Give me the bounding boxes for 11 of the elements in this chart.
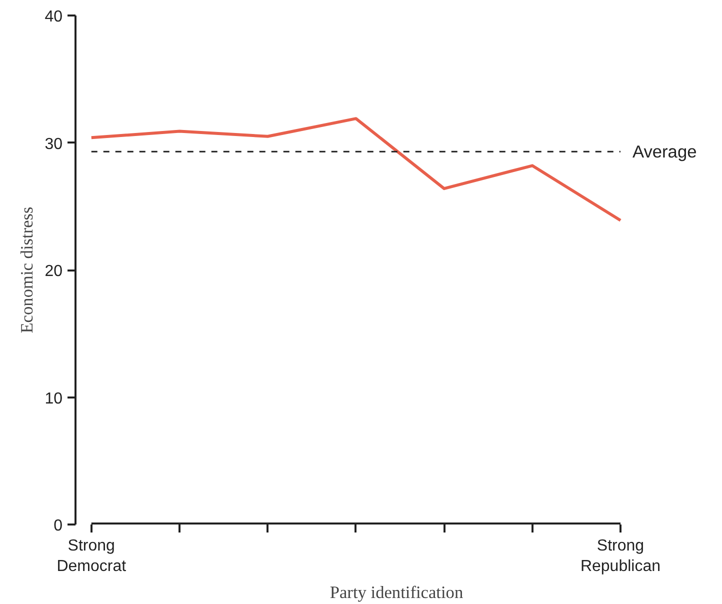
y-tick-label: 0 [54,518,63,534]
ref-line-label: Average [632,142,697,162]
x-tick-label: Strong Republican [580,538,661,575]
x-tick-label: Strong Democrat [56,538,127,575]
y-tick-label: 20 [44,263,63,280]
y-axis-title: Economic distress [18,206,37,334]
y-tick-label: 40 [44,8,63,26]
y-tick-label: 10 [44,390,63,408]
line-series [90,117,622,222]
y-tick-label: 30 [44,136,63,153]
x-axis-title: Party identification [330,582,464,602]
